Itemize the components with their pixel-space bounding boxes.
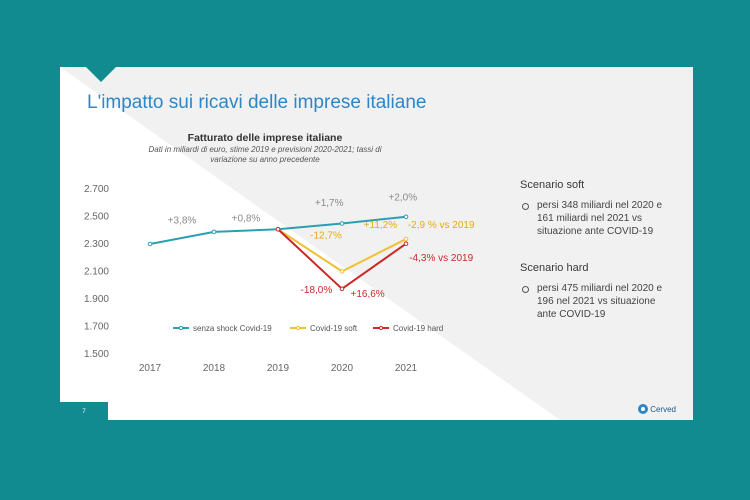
data-label: +11,2% (364, 220, 398, 231)
x-tick-label: 2018 (203, 363, 226, 374)
scenario-soft-line: persi 348 miliardi nel 2020 e (537, 200, 663, 211)
bullet-circle-icon (522, 203, 529, 210)
logo-text: Cerved (650, 404, 676, 414)
x-tick-label: 2017 (139, 363, 162, 374)
legend-label: Covid-19 soft (310, 324, 358, 333)
data-point (403, 214, 409, 220)
y-tick-label: 2.700 (84, 184, 109, 195)
data-label: -18,0% (301, 285, 333, 296)
scenario-soft-bullet: persi 348 miliardi nel 2020 e 161 miliar… (520, 199, 692, 238)
legend-marker (295, 325, 301, 331)
y-tick-label: 2.100 (84, 267, 109, 278)
chart-title: Fatturato delle imprese italiane (188, 132, 343, 144)
cerved-logo: Cerved (638, 404, 676, 414)
data-point (211, 229, 217, 235)
data-point (147, 241, 153, 247)
data-point (275, 226, 281, 232)
scenario-hard-line: ante COVID-19 (537, 309, 606, 320)
data-label: +0,8% (232, 213, 261, 224)
x-tick-label: 2020 (331, 363, 354, 374)
data-point (339, 269, 345, 274)
series-line-1 (277, 228, 407, 273)
slide-background-shade (60, 67, 693, 420)
bullet-circle-icon (522, 286, 529, 293)
scenario-soft-line: 161 miliardi nel 2021 vs (537, 213, 643, 224)
legend-marker (378, 325, 384, 331)
scenario-hard-block: Scenario hard persi 475 miliardi nel 202… (520, 262, 692, 321)
scenario-hard-heading: Scenario hard (520, 262, 589, 274)
data-label: -2,9 % vs 2019 (408, 220, 475, 231)
series-line-2 (277, 228, 407, 290)
data-label: -12,7% (310, 231, 342, 242)
data-label: +2,0% (388, 193, 417, 204)
slide: L'impatto sui ricavi delle imprese itali… (60, 67, 693, 420)
y-tick-label: 2.500 (84, 212, 109, 223)
data-label: +3,8% (168, 215, 197, 226)
scenario-hard-bullet: persi 475 miliardi nel 2020 e 196 nel 20… (520, 282, 692, 321)
legend-label: Covid-19 hard (393, 324, 443, 333)
scenario-soft-block: Scenario soft persi 348 miliardi nel 202… (520, 179, 692, 238)
data-point (403, 236, 409, 242)
data-point (339, 221, 345, 226)
scenario-soft-line: situazione ante COVID-19 (537, 226, 654, 237)
scenario-hard-line: 196 nel 2021 vs situazione (537, 296, 656, 307)
page-number: 7 (60, 402, 108, 420)
x-tick-label: 2021 (395, 363, 418, 374)
legend-marker (178, 325, 184, 331)
data-label: -4,3% vs 2019 (409, 253, 473, 264)
legend-label: senza shock Covid-19 (193, 324, 272, 333)
slide-title: L'impatto sui ricavi delle imprese itali… (87, 92, 427, 113)
chart-subtitle: variazione su anno precedente (210, 155, 320, 164)
y-tick-label: 1.500 (84, 349, 109, 360)
x-tick-label: 2019 (267, 363, 290, 374)
data-label: +16,6% (350, 289, 384, 300)
chart-subtitle: Dati in miliardi di euro, stime 2019 e p… (148, 145, 381, 154)
y-tick-label: 1.900 (84, 294, 109, 305)
scenario-soft-heading: Scenario soft (520, 179, 585, 191)
y-tick-label: 2.300 (84, 239, 109, 250)
y-tick-label: 1.700 (84, 322, 109, 333)
cerved-logo-icon (638, 404, 649, 414)
scenario-hard-line: persi 475 miliardi nel 2020 e (537, 283, 663, 294)
slide-notch (86, 67, 116, 82)
data-point (403, 241, 409, 247)
data-point (339, 286, 345, 292)
data-label: +1,7% (315, 198, 344, 209)
